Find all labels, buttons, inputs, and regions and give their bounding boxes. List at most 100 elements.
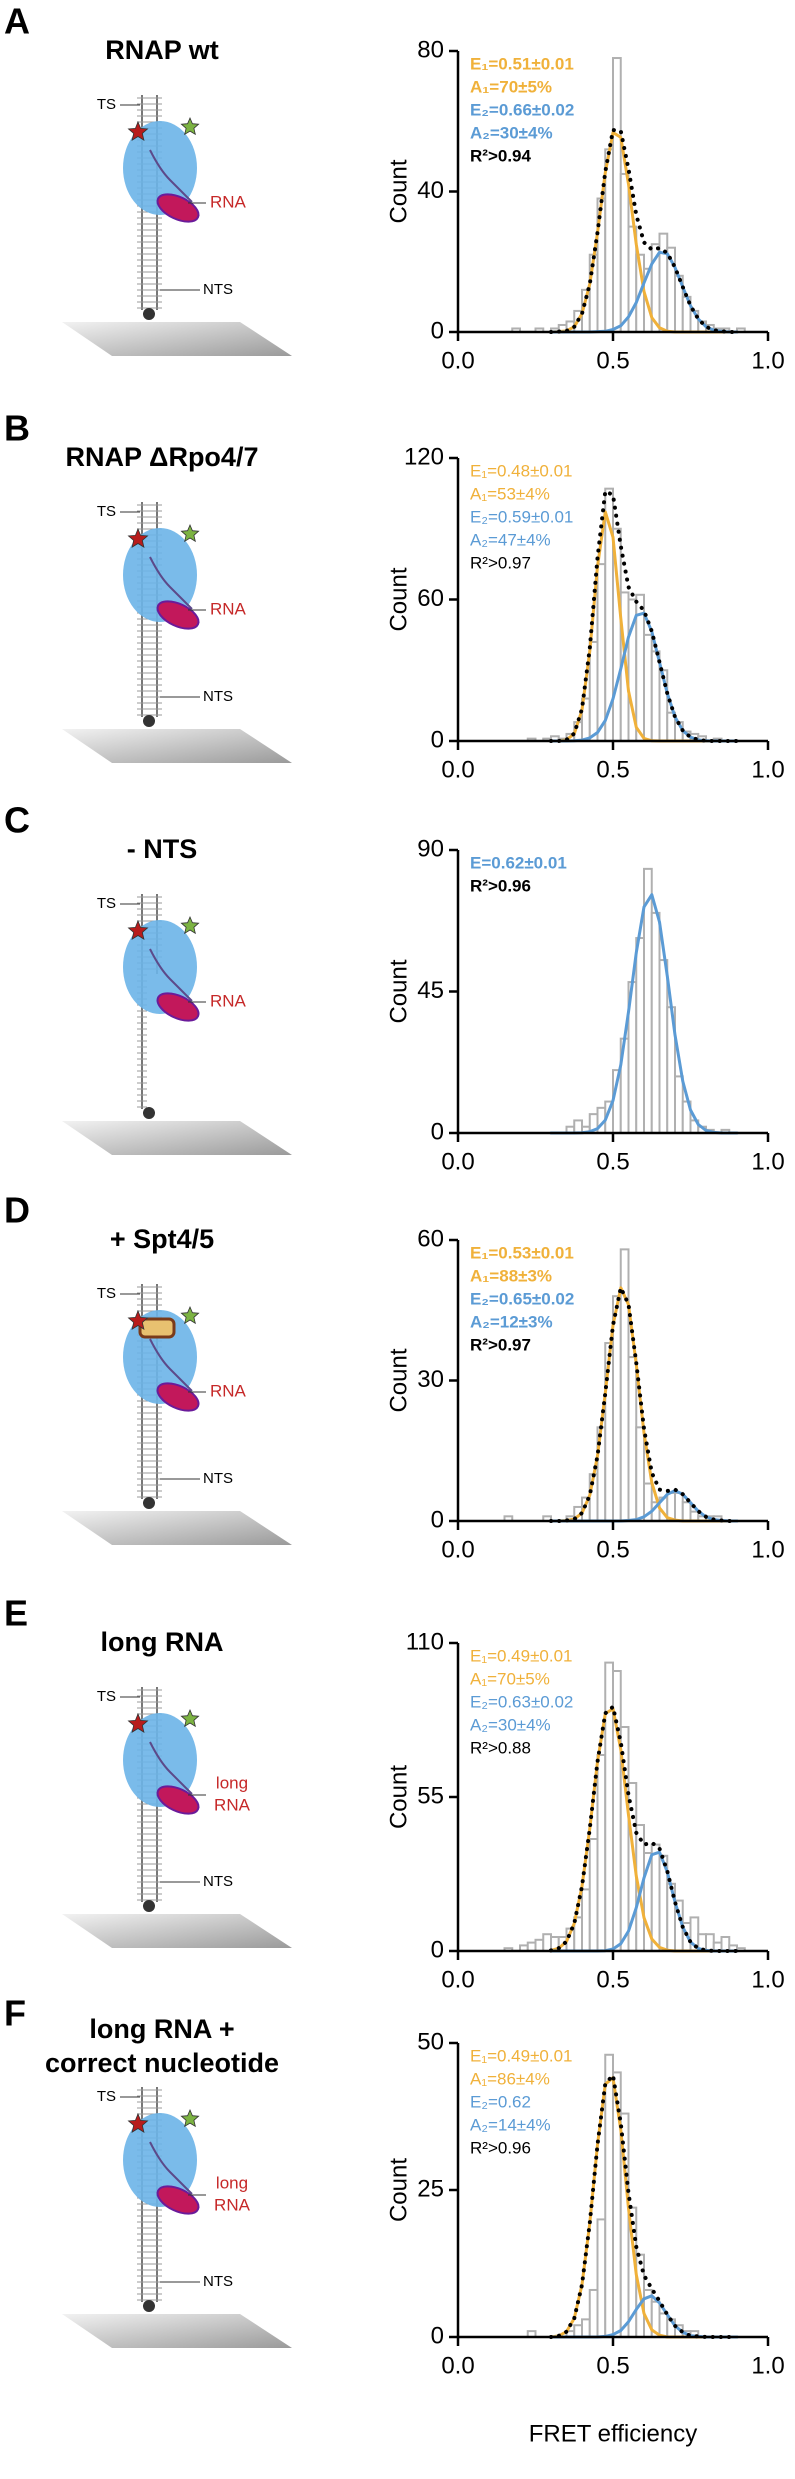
bar	[573, 1119, 583, 1135]
platform	[62, 1511, 292, 1545]
y-tick-label: 40	[417, 177, 444, 204]
rna-label: long	[216, 1773, 248, 1792]
panel-title: long RNA +	[89, 2014, 234, 2044]
platform	[62, 1914, 292, 1948]
fit-annotation: E₁=0.49±0.01	[470, 2046, 573, 2065]
ts-label: TS	[97, 2088, 116, 2105]
bar	[581, 1888, 591, 1953]
bar	[581, 2318, 591, 2339]
panel-title: - NTS	[127, 834, 198, 864]
bar	[596, 563, 607, 742]
bar	[658, 2312, 669, 2338]
panel-title: + Spt4/5	[110, 1224, 214, 1254]
rna-strand	[149, 2141, 193, 2195]
rna-label: RNA	[210, 599, 247, 618]
y-tick-label: 120	[404, 443, 444, 470]
fit-annotation: A₂=30±4%	[470, 123, 553, 142]
dye	[127, 120, 149, 141]
fit-annotation: R²>0.97	[470, 553, 531, 572]
fit-annotation: A₁=53±4%	[470, 484, 550, 503]
nts-label: NTS	[203, 688, 233, 705]
x-tick-label: 0.5	[596, 1966, 629, 1993]
bar	[596, 2218, 607, 2338]
fit-annotation: E₂=0.59±0.01	[470, 507, 573, 526]
y-axis-label: Count	[385, 1765, 412, 1829]
rna-strand	[149, 1741, 193, 1795]
fit-annotation: A₁=88±3%	[470, 1266, 552, 1285]
dye	[180, 1305, 200, 1325]
rna-exit	[156, 1382, 200, 1412]
panel-letter: B	[4, 408, 30, 449]
x-tick-label: 0.5	[596, 347, 629, 374]
fit-annotation: E₂=0.62	[470, 2092, 531, 2111]
rna-label: RNA	[214, 1795, 251, 1814]
bar	[674, 1491, 684, 1523]
dye	[127, 2112, 149, 2133]
panel-title: RNAP wt	[105, 35, 219, 65]
x-tick-label: 0.0	[441, 1148, 474, 1175]
fit-annotation: E₁=0.51±0.01	[470, 54, 574, 73]
bar	[643, 633, 653, 742]
y-tick-label: 0	[431, 1936, 444, 1963]
x-tick-label: 1.0	[751, 2352, 784, 2379]
ts-label: TS	[97, 895, 116, 912]
fit-annotation: R²>0.88	[470, 1738, 531, 1757]
fit-annotation: R²>0.96	[470, 2138, 531, 2157]
y-axis-label: Count	[385, 2158, 412, 2222]
nts-label: NTS	[203, 1873, 233, 1890]
x-tick-label: 1.0	[751, 1966, 784, 1993]
rna-exit	[156, 2185, 200, 2215]
y-tick-label: 55	[417, 1782, 444, 1809]
platform	[62, 322, 292, 356]
rna-label: long	[216, 2173, 248, 2192]
dye	[127, 1309, 149, 1330]
x-tick-label: 0.0	[441, 2352, 474, 2379]
panel-letter: A	[4, 1, 30, 42]
y-axis-label: Count	[385, 159, 412, 223]
panel-title: long RNA	[101, 1627, 224, 1657]
panel-letter: D	[4, 1190, 30, 1231]
x-tick-label: 0.0	[441, 1536, 474, 1563]
x-tick-label: 1.0	[751, 756, 784, 783]
bar	[658, 959, 669, 1134]
anchor-bead	[143, 308, 155, 320]
x-tick-label: 0.5	[596, 756, 629, 783]
bar	[658, 232, 669, 333]
ts-label: TS	[97, 503, 116, 520]
x-tick-label: 1.0	[751, 347, 784, 374]
rna-exit	[156, 600, 200, 630]
x-tick-label: 0.0	[441, 1966, 474, 1993]
x-tick-label: 1.0	[751, 1536, 784, 1563]
y-axis-label: Count	[385, 567, 412, 631]
rna-exit	[156, 992, 200, 1022]
bar	[705, 1933, 715, 1952]
anchor-bead	[143, 1107, 155, 1119]
bar	[612, 57, 622, 334]
y-tick-label: 25	[417, 2175, 444, 2202]
bar	[619, 172, 630, 333]
y-tick-label: 110	[406, 1628, 444, 1655]
panel-letter: E	[4, 1593, 28, 1634]
y-tick-label: 90	[417, 835, 444, 862]
bar	[650, 650, 661, 743]
platform	[62, 1121, 292, 1155]
dye	[127, 527, 149, 548]
rna-label: RNA	[210, 192, 247, 211]
x-axis-label: FRET efficiency	[529, 2420, 698, 2447]
y-tick-label: 0	[431, 1506, 444, 1533]
dye	[180, 1708, 200, 1728]
bar	[588, 640, 599, 743]
platform	[62, 729, 292, 763]
bar	[526, 1941, 537, 1952]
x-tick-label: 0.5	[596, 1536, 629, 1563]
fit-annotation: E=0.62±0.01	[470, 853, 567, 872]
fit-annotation: E₁=0.48±0.01	[470, 461, 573, 480]
rna-exit	[156, 1785, 200, 1815]
nts-label: NTS	[203, 281, 233, 298]
rna-exit	[156, 193, 200, 223]
y-axis-label: Count	[385, 1348, 412, 1412]
y-tick-label: 50	[417, 2028, 444, 2055]
dye	[127, 919, 149, 940]
y-tick-label: 60	[417, 1225, 444, 1252]
